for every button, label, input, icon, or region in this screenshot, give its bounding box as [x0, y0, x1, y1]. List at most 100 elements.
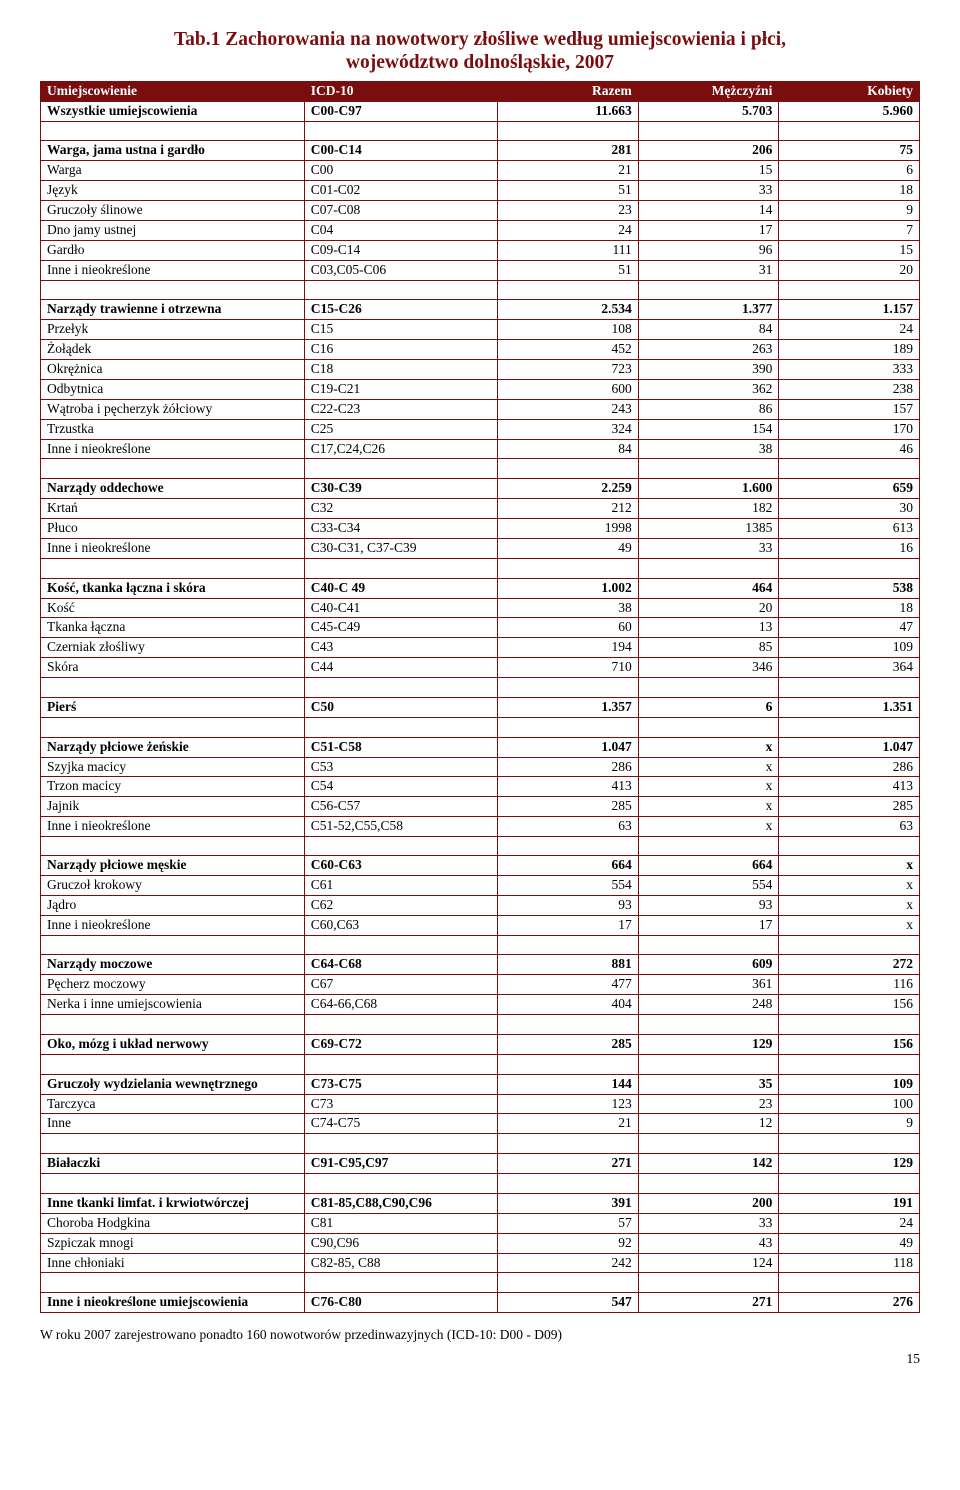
spacer-cell [779, 459, 920, 479]
cell-value: 6 [779, 161, 920, 181]
table-row: BiałaczkiC91-C95,C97271142129 [41, 1154, 920, 1174]
cell-value: 346 [638, 658, 779, 678]
cell-value: 609 [638, 955, 779, 975]
table-row [41, 558, 920, 578]
cell-value: 33 [638, 1213, 779, 1233]
spacer-cell [638, 717, 779, 737]
cell-icd10: C40-C41 [304, 598, 497, 618]
spacer-cell [779, 935, 920, 955]
cell-icd10: C22-C23 [304, 399, 497, 419]
spacer-cell [638, 1015, 779, 1035]
cell-value: 14 [638, 201, 779, 221]
cell-location: Inne tkanki limfat. i krwiotwórczej [41, 1193, 305, 1213]
cell-location: Pęcherz moczowy [41, 975, 305, 995]
spacer-cell [304, 717, 497, 737]
cell-value: 248 [638, 995, 779, 1015]
table-row: Oko, mózg i układ nerwowyC69-C7228512915… [41, 1034, 920, 1054]
header-location: Umiejscowienie [41, 81, 305, 101]
cell-location: Inne chłoniaki [41, 1253, 305, 1273]
cell-value: x [638, 737, 779, 757]
cell-value: 276 [779, 1293, 920, 1313]
cell-value: 361 [638, 975, 779, 995]
cell-value: 464 [638, 578, 779, 598]
cell-value: 413 [498, 777, 639, 797]
cell-value: 23 [638, 1094, 779, 1114]
cell-value: 85 [638, 638, 779, 658]
cell-icd10: C33-C34 [304, 519, 497, 539]
cell-value: 118 [779, 1253, 920, 1273]
cell-location: Białaczki [41, 1154, 305, 1174]
cell-icd10: C16 [304, 340, 497, 360]
cell-value: 6 [638, 697, 779, 717]
cell-value: 18 [779, 181, 920, 201]
cell-value: 38 [498, 598, 639, 618]
cell-location: Inne i nieokreślone [41, 915, 305, 935]
spacer-cell [638, 558, 779, 578]
spacer-cell [41, 1134, 305, 1154]
spacer-cell [638, 121, 779, 141]
cell-value: 1.047 [498, 737, 639, 757]
cell-location: Narządy trawienne i otrzewna [41, 300, 305, 320]
cell-location: Czerniak złośliwy [41, 638, 305, 658]
cell-icd10: C69-C72 [304, 1034, 497, 1054]
cell-value: 212 [498, 499, 639, 519]
cell-value: 1.157 [779, 300, 920, 320]
cell-value [498, 837, 639, 856]
table-row: Wątroba i pęcherzyk żółciowyC22-C2324386… [41, 399, 920, 419]
title-line-1: Tab.1 Zachorowania na nowotwory złośliwe… [174, 29, 786, 50]
spacer-cell [304, 280, 497, 300]
cell-value: 286 [779, 757, 920, 777]
footnote: W roku 2007 zarejestrowano ponadto 160 n… [40, 1327, 920, 1343]
table-row: Inne tkanki limfat. i krwiotwórczejC81-8… [41, 1193, 920, 1213]
cell-value [638, 837, 779, 856]
table-row: Inne chłoniakiC82-85, C88242124118 [41, 1253, 920, 1273]
spacer-cell [304, 1134, 497, 1154]
table-row: Nerka i inne umiejscowieniaC64-66,C68404… [41, 995, 920, 1015]
cell-icd10: C40-C 49 [304, 578, 497, 598]
spacer-cell [498, 121, 639, 141]
spacer-cell [779, 558, 920, 578]
cell-icd10: C00-C14 [304, 141, 497, 161]
cell-value: 46 [779, 439, 920, 459]
cell-icd10: C18 [304, 360, 497, 380]
cell-value: x [779, 856, 920, 876]
cell-value: 156 [779, 995, 920, 1015]
cell-icd10: C30-C39 [304, 479, 497, 499]
cell-value: 613 [779, 519, 920, 539]
cell-location: Tarczyca [41, 1094, 305, 1114]
table-row: Gruczoły ślinoweC07-C0823149 [41, 201, 920, 221]
cell-value: 124 [638, 1253, 779, 1273]
spacer-cell [638, 1273, 779, 1293]
cell-icd10: C30-C31, C37-C39 [304, 538, 497, 558]
cell-value: 111 [498, 240, 639, 260]
cell-icd10: C45-C49 [304, 618, 497, 638]
cell-location: Żołądek [41, 340, 305, 360]
table-row: GardłoC09-C141119615 [41, 240, 920, 260]
cell-value: 413 [779, 777, 920, 797]
cell-icd10: C76-C80 [304, 1293, 497, 1313]
cell-value: 194 [498, 638, 639, 658]
cell-value: 281 [498, 141, 639, 161]
cell-value: 271 [638, 1293, 779, 1313]
cell-icd10: C53 [304, 757, 497, 777]
header-total: Razem [498, 81, 639, 101]
cell-value: 710 [498, 658, 639, 678]
table-row: InneC74-C7521129 [41, 1114, 920, 1134]
cell-value: 156 [779, 1034, 920, 1054]
header-row: Umiejscowienie ICD-10 Razem Mężczyźni Ko… [41, 81, 920, 101]
cell-value: 157 [779, 399, 920, 419]
cell-value: x [779, 875, 920, 895]
spacer-cell [41, 121, 305, 141]
cell-location: Płuco [41, 519, 305, 539]
spacer-cell [304, 1174, 497, 1194]
cell-icd10: C60,C63 [304, 915, 497, 935]
spacer-cell [498, 1054, 639, 1074]
cell-location: Inne i nieokreślone [41, 260, 305, 280]
table-row: PrzełykC151088424 [41, 320, 920, 340]
cell-value: x [779, 895, 920, 915]
cell-location: Odbytnica [41, 379, 305, 399]
table-row [41, 121, 920, 141]
cell-location: Pierś [41, 697, 305, 717]
incidence-table: Umiejscowienie ICD-10 Razem Mężczyźni Ko… [40, 81, 920, 1313]
cell-value: 33 [638, 181, 779, 201]
